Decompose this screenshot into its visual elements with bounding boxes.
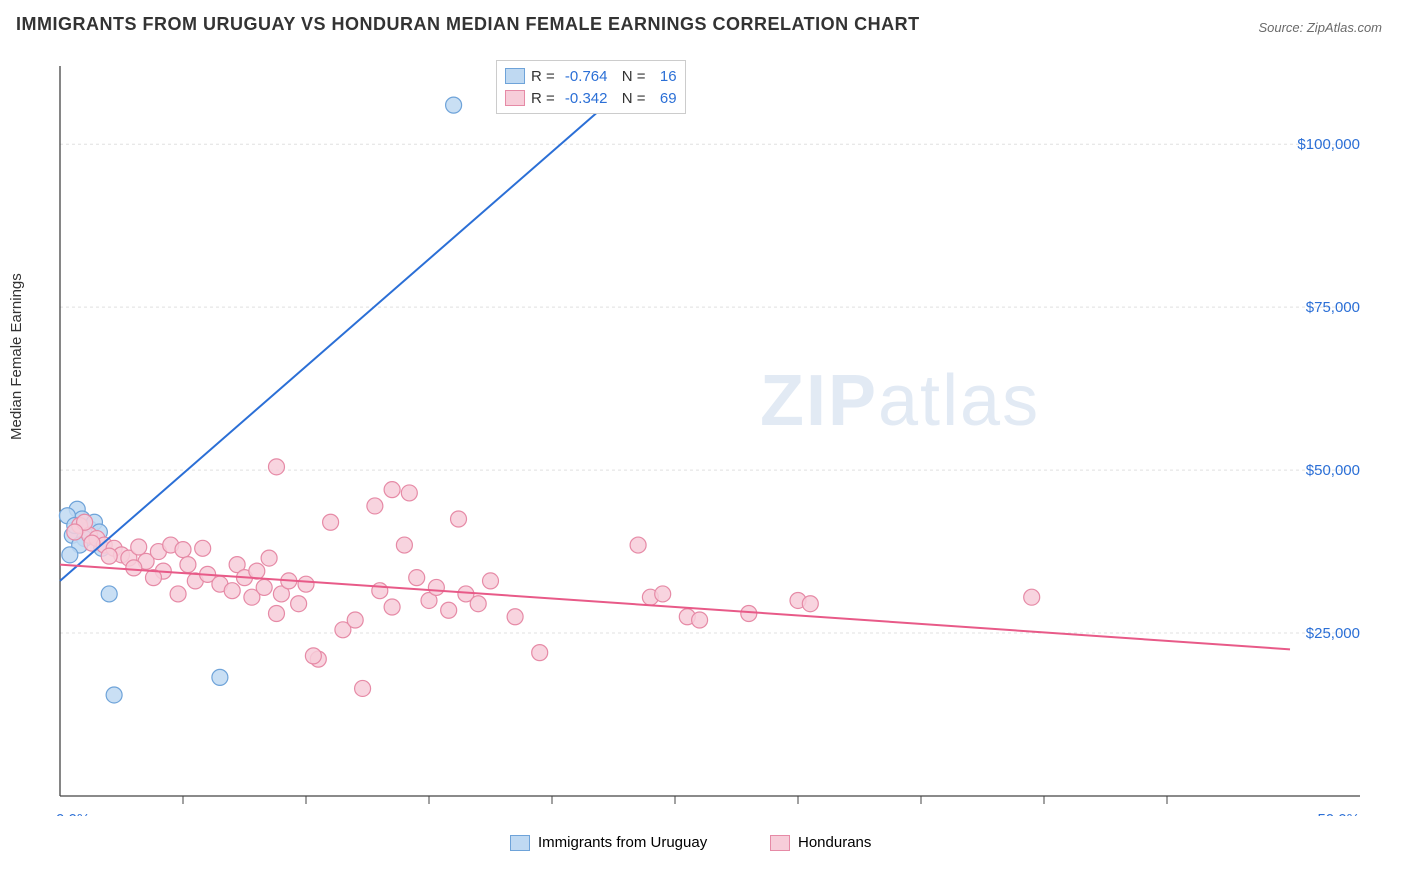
svg-text:$25,000: $25,000	[1306, 625, 1360, 642]
legend-item-hondurans: Hondurans	[770, 834, 871, 851]
svg-text:$100,000: $100,000	[1297, 136, 1360, 153]
legend-label: Hondurans	[798, 834, 871, 851]
legend-swatch-icon	[510, 835, 530, 851]
legend-swatch-icon	[770, 835, 790, 851]
watermark: ZIPatlas	[760, 360, 1040, 442]
y-axis-label: Median Female Earnings	[8, 273, 25, 440]
svg-text:$50,000: $50,000	[1306, 462, 1360, 479]
source-label: Source: ZipAtlas.com	[1258, 20, 1382, 35]
chart-svg: $25,000 $50,000 $75,000 $100,000 0.0% 50.0%	[50, 56, 1380, 816]
stats-legend: R = -0.764 N = 16R = -0.342 N = 69	[496, 60, 686, 114]
svg-text:0.0%: 0.0%	[56, 811, 90, 816]
legend-item-uruguay: Immigrants from Uruguay	[510, 834, 707, 851]
chart-title: IMMIGRANTS FROM URUGUAY VS HONDURAN MEDI…	[16, 14, 920, 35]
legend-label: Immigrants from Uruguay	[538, 834, 707, 851]
svg-text:$75,000: $75,000	[1306, 299, 1360, 316]
svg-text:50.0%: 50.0%	[1317, 811, 1360, 816]
chart-plot-area: $25,000 $50,000 $75,000 $100,000 0.0% 50.0%	[50, 56, 1380, 816]
